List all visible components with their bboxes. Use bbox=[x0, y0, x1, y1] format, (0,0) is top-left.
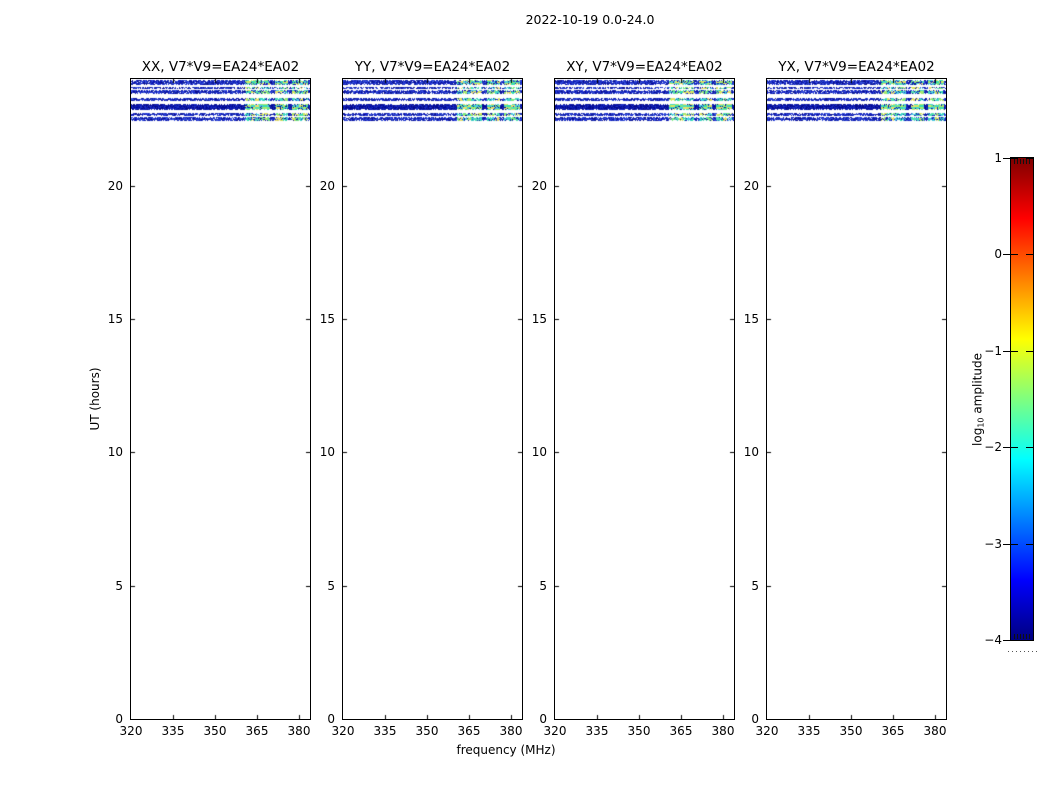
x-tick-label: 365 bbox=[669, 724, 693, 738]
colorbar-tick-label: −2 bbox=[984, 440, 1002, 454]
colorbar-minor-tick bbox=[1023, 634, 1024, 639]
colorbar-minor-tick bbox=[1020, 634, 1021, 639]
y-tick-label: 5 bbox=[751, 579, 759, 593]
y-tick-label: 10 bbox=[107, 445, 123, 459]
spectrogram-canvas-yx bbox=[767, 79, 946, 719]
panel-yy bbox=[342, 78, 523, 720]
colorbar-tick bbox=[1026, 351, 1033, 352]
colorbar-minor-tick bbox=[1026, 634, 1027, 639]
colorbar-tick-label: −1 bbox=[984, 344, 1002, 358]
panel-title-yx: YX, V7*V9=EA24*EA02 bbox=[778, 59, 935, 75]
colorbar-dot bbox=[1016, 651, 1017, 652]
x-tick-label: 350 bbox=[627, 724, 651, 738]
colorbar-dot bbox=[1008, 651, 1009, 652]
colorbar-tick bbox=[1026, 447, 1033, 448]
spectrogram-canvas-yy bbox=[343, 79, 522, 719]
x-tick-label: 320 bbox=[755, 724, 779, 738]
colorbar-dot bbox=[1020, 651, 1021, 652]
colorbar-tick bbox=[1026, 254, 1033, 255]
figure-title: 2022-10-19 0.0-24.0 bbox=[525, 12, 655, 27]
colorbar-tick-label: 1 bbox=[994, 151, 1002, 165]
x-tick-label: 380 bbox=[923, 724, 947, 738]
y-tick-label: 5 bbox=[327, 579, 335, 593]
y-tick-label: 15 bbox=[743, 312, 759, 326]
panel-title-xy: XY, V7*V9=EA24*EA02 bbox=[566, 59, 723, 75]
y-tick-label: 10 bbox=[743, 445, 759, 459]
x-tick-label: 320 bbox=[119, 724, 143, 738]
colorbar-tick bbox=[1003, 254, 1018, 255]
y-tick-label: 20 bbox=[107, 179, 123, 193]
colorbar-minor-tick bbox=[1026, 159, 1027, 164]
panel-yx bbox=[766, 78, 947, 720]
x-tick-label: 365 bbox=[881, 724, 905, 738]
x-tick-label: 320 bbox=[331, 724, 355, 738]
colorbar-tick bbox=[1003, 447, 1018, 448]
colorbar-dot bbox=[1028, 651, 1029, 652]
y-tick-label: 15 bbox=[319, 312, 335, 326]
x-tick-label: 365 bbox=[245, 724, 269, 738]
panel-title-yy: YY, V7*V9=EA24*EA02 bbox=[354, 59, 511, 75]
x-tick-label: 335 bbox=[373, 724, 397, 738]
colorbar-tick-label: −4 bbox=[984, 633, 1002, 647]
x-tick-label: 335 bbox=[797, 724, 821, 738]
y-tick-label: 20 bbox=[743, 179, 759, 193]
y-tick-label: 15 bbox=[531, 312, 547, 326]
x-tick-label: 380 bbox=[499, 724, 523, 738]
y-tick-label: 20 bbox=[319, 179, 335, 193]
colorbar-tick-label: 0 bbox=[994, 247, 1002, 261]
y-axis-label: UT (hours) bbox=[88, 367, 102, 431]
colorbar-dot bbox=[1012, 651, 1013, 652]
colorbar-dot bbox=[1024, 651, 1025, 652]
colorbar-tick bbox=[1026, 640, 1033, 641]
x-axis-label: frequency (MHz) bbox=[456, 743, 556, 757]
colorbar-dot bbox=[1032, 651, 1033, 652]
colorbar-minor-tick bbox=[1020, 159, 1021, 164]
x-tick-label: 320 bbox=[543, 724, 567, 738]
panel-title-xx: XX, V7*V9=EA24*EA02 bbox=[141, 59, 300, 75]
x-tick-label: 365 bbox=[457, 724, 481, 738]
colorbar bbox=[1010, 157, 1034, 641]
x-tick-label: 350 bbox=[839, 724, 863, 738]
y-tick-label: 10 bbox=[319, 445, 335, 459]
colorbar-minor-tick bbox=[1029, 634, 1030, 639]
colorbar-minor-tick bbox=[1014, 634, 1015, 639]
x-tick-label: 380 bbox=[711, 724, 735, 738]
panel-xx bbox=[130, 78, 311, 720]
colorbar-tick bbox=[1003, 640, 1018, 641]
colorbar-tick bbox=[1003, 351, 1018, 352]
colorbar-minor-tick bbox=[1014, 159, 1015, 164]
y-tick-label: 5 bbox=[539, 579, 547, 593]
x-tick-label: 350 bbox=[203, 724, 227, 738]
y-tick-label: 5 bbox=[115, 579, 123, 593]
y-tick-label: 0 bbox=[115, 712, 123, 726]
colorbar-tick bbox=[1026, 158, 1033, 159]
colorbar-tick-label: −3 bbox=[984, 537, 1002, 551]
colorbar-tick bbox=[1003, 158, 1018, 159]
colorbar-label-suffix: amplitude bbox=[970, 353, 985, 418]
y-tick-label: 10 bbox=[531, 445, 547, 459]
colorbar-minor-tick bbox=[1029, 159, 1030, 164]
x-tick-label: 335 bbox=[585, 724, 609, 738]
x-tick-label: 350 bbox=[415, 724, 439, 738]
colorbar-tick bbox=[1026, 544, 1033, 545]
colorbar-dot bbox=[1036, 651, 1037, 652]
spectrogram-canvas-xx bbox=[131, 79, 310, 719]
y-tick-label: 20 bbox=[531, 179, 547, 193]
colorbar-label: log10 amplitude bbox=[970, 348, 987, 452]
y-tick-label: 15 bbox=[107, 312, 123, 326]
colorbar-tick bbox=[1003, 544, 1018, 545]
colorbar-minor-tick bbox=[1017, 159, 1018, 164]
y-tick-label: 0 bbox=[327, 712, 335, 726]
panel-xy bbox=[554, 78, 735, 720]
spectrogram-canvas-xy bbox=[555, 79, 734, 719]
x-tick-label: 380 bbox=[287, 724, 311, 738]
y-tick-label: 0 bbox=[539, 712, 547, 726]
colorbar-minor-tick bbox=[1017, 634, 1018, 639]
x-tick-label: 335 bbox=[161, 724, 185, 738]
y-tick-label: 0 bbox=[751, 712, 759, 726]
colorbar-label-subscript: 10 bbox=[976, 417, 986, 428]
colorbar-minor-tick bbox=[1023, 159, 1024, 164]
